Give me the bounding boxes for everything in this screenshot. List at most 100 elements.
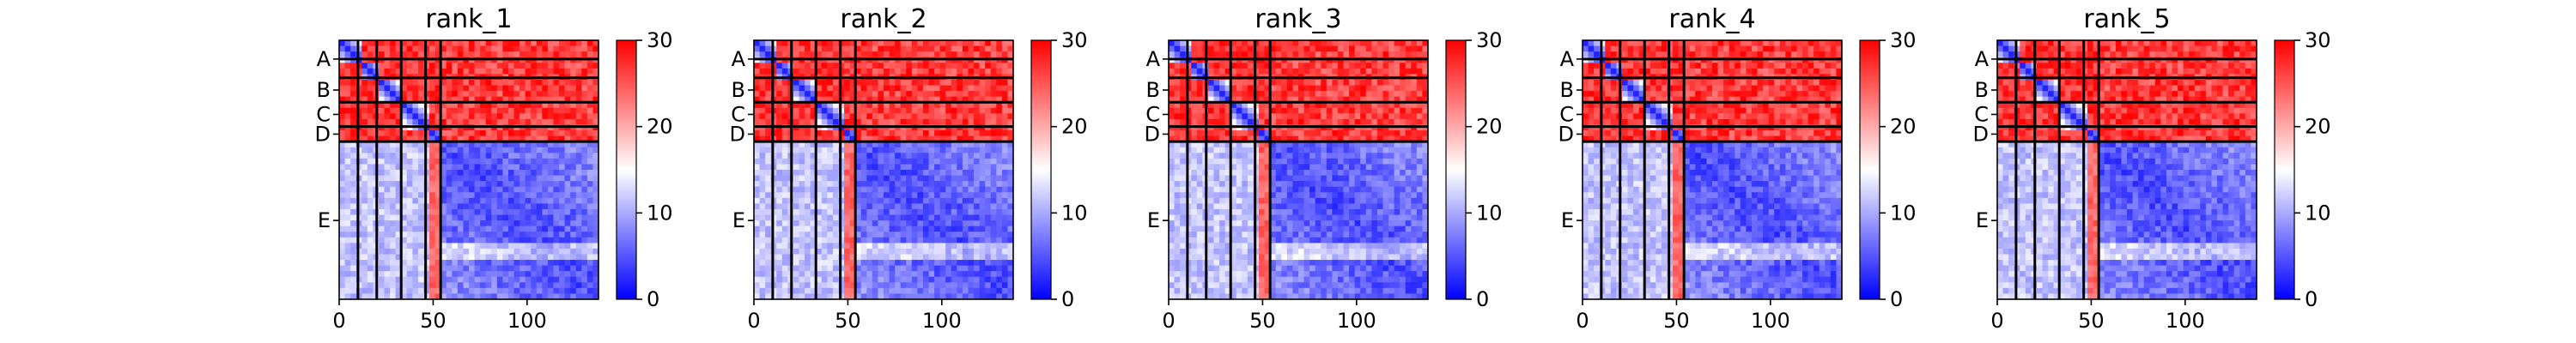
heatmap-cell (884, 96, 890, 103)
heatmap-cell (480, 248, 487, 256)
heatmap-cell (525, 254, 532, 261)
heatmap-cell (917, 181, 924, 188)
heatmap-cell (996, 51, 1003, 58)
heatmap-cell (1321, 68, 1327, 75)
heatmap-cell (401, 232, 408, 238)
heatmap-cell (985, 232, 992, 238)
heatmap-cell (395, 197, 402, 204)
heatmap-cell (765, 175, 772, 182)
heatmap-cell (872, 118, 879, 126)
heatmap-cell (412, 243, 419, 250)
heatmap-cell (485, 68, 492, 75)
heatmap-cell (553, 130, 560, 137)
heatmap-cell (827, 248, 834, 256)
heatmap-cell (895, 135, 902, 142)
heatmap-cell (344, 260, 351, 267)
heatmap-cell (1411, 107, 1418, 114)
heatmap-cell (878, 147, 884, 153)
heatmap-cell (805, 45, 811, 52)
heatmap-cell (922, 197, 930, 204)
heatmap-cell (547, 287, 555, 295)
heatmap-cell (922, 276, 930, 283)
heatmap-cell (1247, 68, 1255, 75)
heatmap-cell (564, 271, 571, 278)
heatmap-cell (401, 45, 408, 52)
heatmap-cell (945, 276, 952, 283)
heatmap-cell (906, 170, 913, 177)
heatmap-cell (849, 232, 856, 238)
heatmap-cell (1321, 63, 1327, 69)
heatmap-cell (469, 51, 476, 58)
heatmap-cell (827, 254, 834, 261)
heatmap-cell (1394, 85, 1400, 92)
heatmap-cell (878, 276, 884, 283)
heatmap-cell (575, 287, 582, 295)
heatmap-cell (765, 293, 772, 299)
heatmap-cell (553, 170, 560, 177)
heatmap-cell (452, 220, 459, 227)
heatmap-cell (974, 265, 981, 272)
heatmap-cell (1169, 40, 1176, 47)
heatmap-cell (547, 113, 555, 120)
heatmap-cell (525, 197, 532, 204)
heatmap-cell (592, 135, 598, 142)
heatmap-cell (968, 226, 975, 232)
heatmap-cell (491, 192, 498, 199)
heatmap-cell (945, 208, 952, 216)
heatmap-cell (564, 63, 571, 69)
heatmap-cell (367, 85, 374, 92)
heatmap-cell (911, 192, 918, 199)
heatmap-cell (361, 243, 368, 250)
heatmap-cell (895, 237, 902, 244)
heatmap-cell (485, 260, 492, 267)
heatmap-cell (1213, 91, 1220, 98)
heatmap-cell (939, 102, 946, 109)
heatmap-cell (553, 63, 560, 69)
heatmap-cell (412, 186, 419, 193)
heatmap-cell (446, 265, 453, 272)
heatmap-cell (889, 40, 896, 47)
heatmap-cell (1337, 107, 1345, 114)
heatmap-cell (860, 248, 867, 256)
heatmap-cell (990, 265, 997, 272)
heatmap-cell (378, 203, 386, 210)
heatmap-cell (884, 113, 890, 120)
heatmap-cell (1309, 102, 1316, 109)
heatmap-cell (827, 214, 834, 221)
heatmap-cell (810, 135, 817, 142)
heatmap-cell (1174, 91, 1181, 98)
heatmap-cell (586, 107, 594, 114)
heatmap-cell (866, 102, 873, 109)
heatmap-cell (793, 102, 800, 109)
heatmap-cell (962, 153, 969, 159)
heatmap-cell (519, 135, 526, 142)
heatmap-cell (793, 243, 800, 250)
heatmap-cell (754, 287, 761, 295)
heatmap-cell (793, 271, 800, 278)
heatmap-cell (968, 170, 975, 177)
heatmap-cell (821, 287, 828, 295)
heatmap-cell (1422, 107, 1428, 114)
heatmap-cell (1315, 91, 1321, 98)
heatmap-cell (979, 186, 986, 193)
heatmap-cell (996, 175, 1003, 182)
heatmap-cell (491, 208, 498, 216)
heatmap-cell (872, 130, 879, 137)
heatmap-cell (378, 243, 386, 250)
heatmap-cell (575, 192, 582, 199)
heatmap-cell (559, 164, 566, 171)
heatmap-cell (592, 141, 598, 148)
heatmap-cell (412, 102, 419, 109)
heatmap-cell (884, 91, 890, 98)
heatmap-cell (1191, 102, 1198, 109)
heatmap-cell (884, 220, 890, 227)
heatmap-cell (1007, 147, 1013, 153)
heatmap-cell (434, 102, 441, 109)
heatmap-cell (996, 197, 1003, 204)
heatmap-cell (1292, 118, 1299, 126)
heatmap-cell (350, 63, 357, 69)
heatmap-cell (485, 203, 492, 210)
panel-title: rank_2 (840, 4, 927, 34)
heatmap-cell (525, 293, 532, 299)
y-tick-label: E (318, 208, 331, 232)
